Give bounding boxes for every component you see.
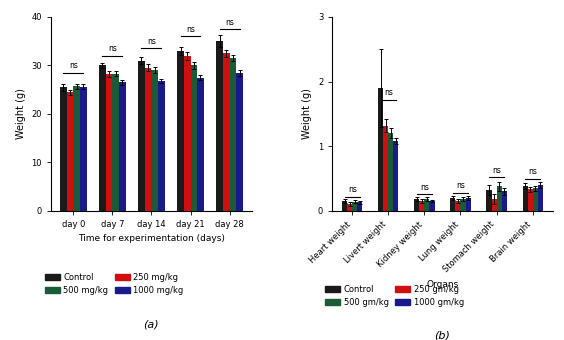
Bar xyxy=(119,82,126,211)
Bar xyxy=(465,198,470,211)
Bar xyxy=(358,202,363,211)
Bar xyxy=(532,188,537,211)
Bar xyxy=(491,199,496,211)
Text: ns: ns xyxy=(147,37,156,46)
Text: ns: ns xyxy=(384,88,393,97)
Bar xyxy=(347,204,352,211)
Bar xyxy=(105,74,112,211)
Bar xyxy=(191,65,197,211)
Y-axis label: Weight (g): Weight (g) xyxy=(16,88,25,139)
Bar xyxy=(352,202,358,211)
Bar xyxy=(420,201,425,211)
Text: ns: ns xyxy=(528,167,537,176)
Bar xyxy=(451,198,456,211)
Bar xyxy=(80,87,86,211)
Bar xyxy=(430,201,434,211)
Bar xyxy=(112,74,119,211)
Bar xyxy=(230,58,236,211)
Bar xyxy=(487,190,491,211)
Bar xyxy=(456,201,460,211)
Text: ns: ns xyxy=(225,18,234,27)
Bar xyxy=(151,70,158,211)
Bar xyxy=(73,86,80,211)
X-axis label: Organs: Organs xyxy=(426,280,459,289)
Bar xyxy=(527,189,532,211)
Bar xyxy=(99,65,105,211)
Text: ns: ns xyxy=(108,45,117,53)
Bar xyxy=(389,133,394,211)
Text: ns: ns xyxy=(186,25,195,34)
Legend: Control, 500 mg/kg, 250 mg/kg, 1000 mg/kg: Control, 500 mg/kg, 250 mg/kg, 1000 mg/k… xyxy=(45,273,183,295)
Bar xyxy=(177,51,184,211)
Text: ns: ns xyxy=(492,166,501,175)
Bar xyxy=(184,56,191,211)
Bar xyxy=(67,92,73,211)
Text: ns: ns xyxy=(420,183,429,192)
Bar xyxy=(537,185,543,211)
Bar xyxy=(496,186,501,211)
Bar xyxy=(197,78,204,211)
Bar xyxy=(378,88,384,211)
Legend: Control, 500 gm/kg, 250 gm/kg, 1000 gm/kg: Control, 500 gm/kg, 250 gm/kg, 1000 gm/k… xyxy=(325,285,464,307)
Y-axis label: Weight (g): Weight (g) xyxy=(302,88,312,139)
Text: ns: ns xyxy=(69,62,78,70)
Bar xyxy=(342,201,347,211)
Bar xyxy=(236,73,243,211)
Bar xyxy=(415,199,420,211)
Bar xyxy=(217,41,223,211)
Bar xyxy=(425,199,430,211)
X-axis label: Time for experimentation (days): Time for experimentation (days) xyxy=(78,234,225,243)
Text: (b): (b) xyxy=(434,331,451,340)
Bar xyxy=(158,81,165,211)
Bar xyxy=(60,87,67,211)
Bar xyxy=(394,141,399,211)
Text: ns: ns xyxy=(348,185,357,194)
Bar xyxy=(501,191,506,211)
Bar xyxy=(223,53,230,211)
Bar xyxy=(138,61,145,211)
Bar xyxy=(145,68,151,211)
Bar xyxy=(384,125,389,211)
Bar xyxy=(522,186,527,211)
Bar xyxy=(460,199,465,211)
Text: (a): (a) xyxy=(144,319,159,329)
Text: ns: ns xyxy=(456,181,465,190)
